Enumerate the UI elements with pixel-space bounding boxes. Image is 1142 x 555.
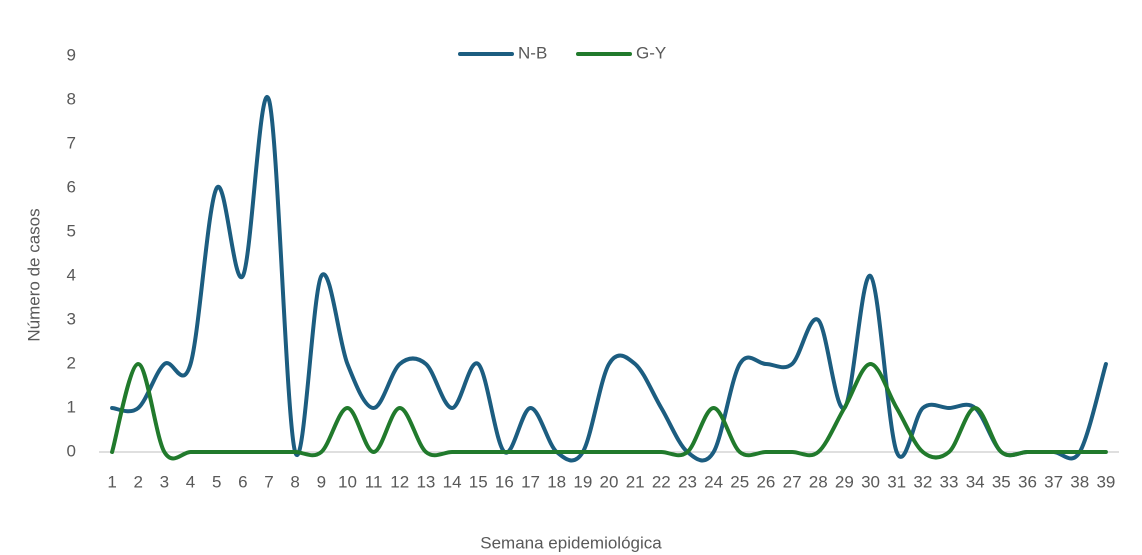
x-tick-label: 3 (160, 472, 169, 491)
y-tick-label: 2 (67, 353, 76, 372)
x-tick-label: 32 (913, 472, 932, 491)
y-tick-label: 4 (67, 265, 76, 284)
x-tick-label: 12 (390, 472, 409, 491)
x-tick-label: 34 (966, 472, 985, 491)
x-tick-label: 4 (186, 472, 195, 491)
y-tick-label: 6 (67, 177, 76, 196)
x-tick-label: 19 (573, 472, 592, 491)
x-tick-label: 26 (756, 472, 775, 491)
x-tick-label: 28 (809, 472, 828, 491)
x-tick-label: 17 (521, 472, 540, 491)
x-tick-label: 24 (704, 472, 723, 491)
x-tick-label: 14 (443, 472, 462, 491)
x-tick-label: 7 (264, 472, 273, 491)
legend-label: N-B (518, 43, 547, 62)
x-tick-label: 2 (133, 472, 142, 491)
y-tick-label: 1 (67, 397, 76, 416)
x-tick-label: 21 (626, 472, 645, 491)
x-tick-label: 10 (338, 472, 357, 491)
y-tick-label: 8 (67, 89, 76, 108)
x-tick-label: 25 (730, 472, 749, 491)
x-tick-label: 16 (495, 472, 514, 491)
series-line (110, 362, 1108, 461)
x-tick-label: 18 (547, 472, 566, 491)
x-tick-label: 38 (1070, 472, 1089, 491)
x-tick-label: 33 (940, 472, 959, 491)
x-tick-label: 22 (652, 472, 671, 491)
x-tick-label: 9 (317, 472, 326, 491)
x-tick-label: 27 (783, 472, 802, 491)
x-tick-label: 31 (887, 472, 906, 491)
x-tick-label: 6 (238, 472, 247, 491)
x-tick-label: 37 (1044, 472, 1063, 491)
x-tick-label: 29 (835, 472, 854, 491)
y-tick-label: 5 (67, 221, 76, 240)
x-tick-label: 35 (992, 472, 1011, 491)
series-line (110, 94, 1108, 463)
x-tick-label: 36 (1018, 472, 1037, 491)
x-tick-label: 11 (365, 472, 383, 491)
y-tick-label: 9 (67, 45, 76, 64)
x-tick-label: 8 (290, 472, 299, 491)
x-tick-label: 1 (107, 472, 116, 491)
x-tick-label: 5 (212, 472, 221, 491)
x-tick-label: 23 (678, 472, 697, 491)
y-tick-label: 7 (67, 133, 76, 152)
legend-label: G-Y (636, 43, 666, 62)
x-axis-title: Semana epidemiológica (480, 533, 662, 552)
x-tick-label: 15 (469, 472, 488, 491)
x-tick-label: 39 (1096, 472, 1115, 491)
y-tick-label: 0 (67, 441, 76, 460)
x-tick-label: 30 (861, 472, 880, 491)
x-tick-label: 20 (600, 472, 619, 491)
x-tick-label: 13 (416, 472, 435, 491)
y-axis-title: Número de casos (24, 208, 43, 341)
y-tick-label: 3 (67, 309, 76, 328)
